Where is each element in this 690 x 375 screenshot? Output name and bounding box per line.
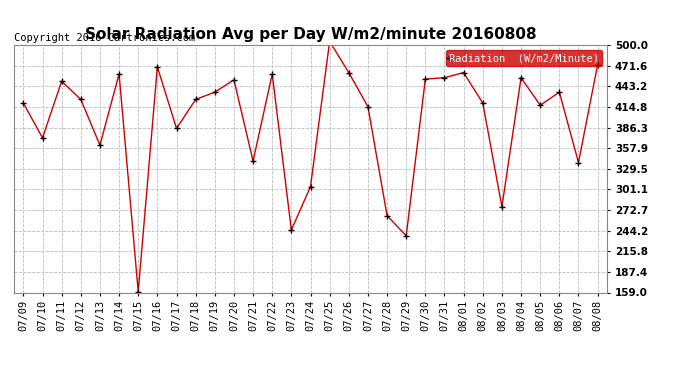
Radiation  (W/m2/Minute) [96, 143, 104, 147]
Radiation  (W/m2/Minute) [77, 97, 85, 102]
Title: Solar Radiation Avg per Day W/m2/minute 20160808: Solar Radiation Avg per Day W/m2/minute … [85, 27, 536, 42]
Radiation  (W/m2/Minute) [364, 105, 372, 109]
Radiation  (W/m2/Minute) [306, 184, 315, 189]
Legend: Radiation  (W/m2/Minute): Radiation (W/m2/Minute) [446, 50, 602, 66]
Radiation  (W/m2/Minute) [402, 234, 411, 238]
Radiation  (W/m2/Minute) [230, 78, 238, 82]
Radiation  (W/m2/Minute) [39, 136, 47, 140]
Radiation  (W/m2/Minute) [134, 290, 142, 294]
Radiation  (W/m2/Minute) [421, 77, 429, 81]
Radiation  (W/m2/Minute) [440, 75, 449, 80]
Radiation  (W/m2/Minute) [153, 64, 161, 69]
Radiation  (W/m2/Minute) [383, 213, 391, 218]
Radiation  (W/m2/Minute) [249, 159, 257, 164]
Radiation  (W/m2/Minute) [344, 70, 353, 75]
Radiation  (W/m2/Minute) [192, 97, 200, 102]
Line: Radiation  (W/m2/Minute): Radiation (W/m2/Minute) [20, 38, 601, 295]
Radiation  (W/m2/Minute) [460, 70, 468, 75]
Text: Copyright 2016 Cartronics.com: Copyright 2016 Cartronics.com [14, 33, 195, 42]
Radiation  (W/m2/Minute) [172, 126, 181, 131]
Radiation  (W/m2/Minute) [210, 90, 219, 94]
Radiation  (W/m2/Minute) [57, 79, 66, 84]
Radiation  (W/m2/Minute) [326, 39, 334, 44]
Radiation  (W/m2/Minute) [19, 101, 28, 105]
Radiation  (W/m2/Minute) [536, 103, 544, 108]
Radiation  (W/m2/Minute) [574, 160, 582, 165]
Radiation  (W/m2/Minute) [593, 62, 602, 67]
Radiation  (W/m2/Minute) [268, 72, 277, 76]
Radiation  (W/m2/Minute) [497, 205, 506, 209]
Radiation  (W/m2/Minute) [287, 228, 295, 232]
Radiation  (W/m2/Minute) [517, 75, 525, 80]
Radiation  (W/m2/Minute) [115, 72, 124, 76]
Radiation  (W/m2/Minute) [479, 101, 487, 105]
Radiation  (W/m2/Minute) [555, 90, 564, 94]
